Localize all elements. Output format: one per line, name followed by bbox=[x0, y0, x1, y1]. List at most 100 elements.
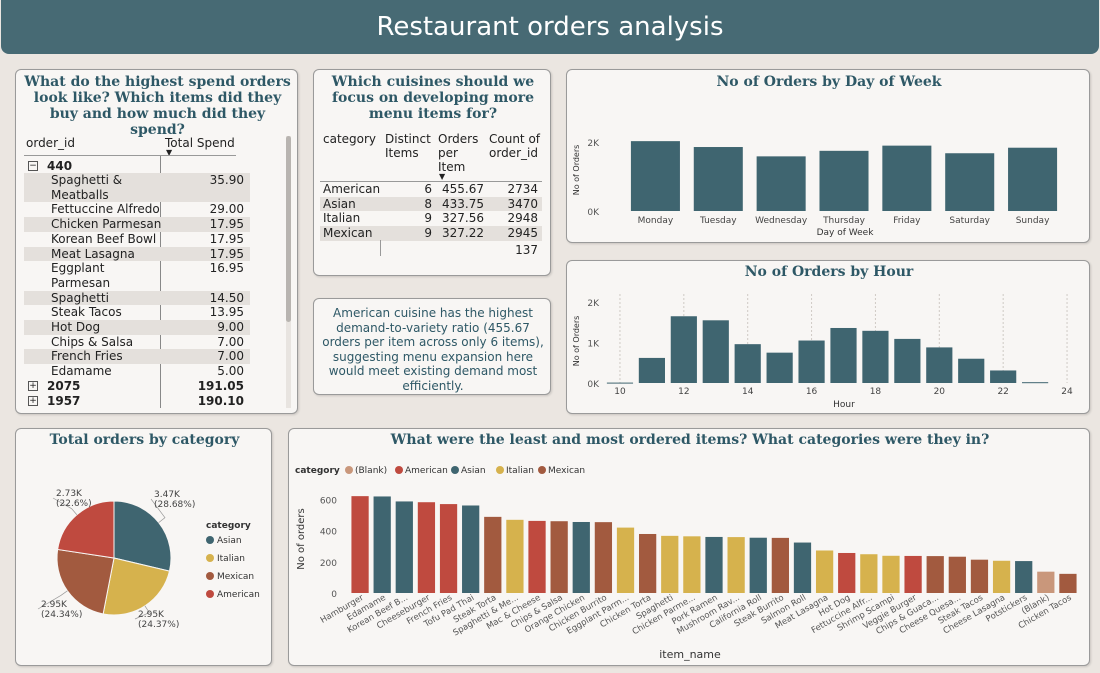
table-row: Korean Beef Bowl 17.95 bbox=[24, 232, 250, 247]
bar-item bbox=[661, 535, 679, 593]
bar-saturday bbox=[945, 153, 995, 211]
bar-item bbox=[970, 559, 989, 593]
legend-label: Italian bbox=[217, 554, 245, 564]
y-tick-label: 0 bbox=[331, 590, 337, 600]
table-row: Spaghetti & Meatballs 35.90 bbox=[24, 173, 250, 203]
bar-item bbox=[882, 555, 900, 593]
y-tick-label: 1K bbox=[587, 340, 600, 350]
x-tick-label: 16 bbox=[806, 387, 818, 397]
cell-orders-per-item: 455.67 bbox=[442, 182, 484, 196]
column-header-orders-per-item[interactable]: Orders per Item bbox=[438, 132, 479, 174]
bar-item bbox=[926, 556, 944, 593]
x-tick-label: Thursday bbox=[822, 216, 866, 226]
bar-hour-16 bbox=[798, 340, 825, 383]
cell-count: 2948 bbox=[507, 211, 538, 226]
legend-swatch bbox=[496, 466, 504, 474]
column-header-order-id[interactable]: order_id bbox=[26, 136, 75, 150]
item-name-line: Eggplant bbox=[51, 261, 105, 276]
y-tick-label: 200 bbox=[320, 559, 337, 569]
bar-item bbox=[639, 533, 657, 593]
column-header-count[interactable]: Count of order_id bbox=[489, 132, 541, 160]
column-header-distinct-items[interactable]: Distinct Items bbox=[385, 132, 431, 160]
legend-swatch bbox=[395, 466, 403, 474]
bar-monday bbox=[630, 141, 680, 211]
item-name: Hot Dog bbox=[51, 320, 101, 334]
hour-chart-card: No of Orders by Hour 0K 1K 2K 10 12 14 16 18 20 2… bbox=[566, 260, 1090, 414]
category-pie-card: Total orders by category 3.47K (28.68%) 2.… bbox=[15, 428, 272, 666]
table-row: French Fries 7.00 bbox=[24, 349, 250, 365]
legend-label: Mexican bbox=[217, 572, 254, 582]
table-row: Eggplant Parmesan 16.95 bbox=[24, 261, 250, 290]
items-chart-card: What were the least and most ordered ite… bbox=[288, 428, 1090, 666]
item-name: Meat Lasagna bbox=[51, 246, 135, 261]
y-axis-label: No of orders bbox=[296, 508, 307, 569]
item-spend: 17.95 bbox=[209, 246, 244, 261]
table-row: Mexican 9 327.22 2945 bbox=[320, 226, 542, 241]
item-spend: 17.95 bbox=[209, 217, 244, 232]
legend-label: (Blank) bbox=[355, 466, 387, 476]
insight-text: American cuisine has the highest demand-… bbox=[322, 306, 544, 393]
scrollbar-thumb[interactable] bbox=[286, 136, 291, 322]
legend-swatch bbox=[345, 466, 353, 474]
slice-mexican bbox=[56, 548, 115, 615]
spend-table-title: What do the highest spend orders look li… bbox=[24, 74, 291, 138]
sort-desc-icon: ▼ bbox=[439, 172, 446, 181]
x-axis-label: item_name bbox=[659, 648, 721, 661]
spend-table-card: What do the highest spend orders look li… bbox=[15, 69, 298, 414]
column-header-total-spend[interactable]: Total Spend bbox=[165, 136, 235, 150]
bar-item bbox=[373, 496, 391, 593]
item-name: Chicken Parmesan bbox=[51, 217, 162, 232]
bar-thursday bbox=[819, 150, 869, 211]
bar-item bbox=[351, 496, 369, 593]
cell-distinct: 9 bbox=[424, 226, 432, 241]
bar-item bbox=[395, 501, 413, 593]
legend-label: American bbox=[405, 466, 448, 476]
bar-hour-21 bbox=[958, 358, 985, 383]
y-tick-label: 2K bbox=[587, 139, 600, 149]
bar-hour-23 bbox=[1022, 382, 1049, 384]
order-id: 2075 bbox=[47, 379, 81, 394]
legend-label: Italian bbox=[506, 466, 534, 476]
slice-leader-line bbox=[150, 498, 166, 523]
order-group-row[interactable]: +2075 191.05 bbox=[24, 379, 250, 394]
order-group-row[interactable]: −440 bbox=[24, 158, 250, 173]
x-axis-label: Hour bbox=[833, 400, 855, 410]
x-tick-label: 18 bbox=[870, 387, 882, 397]
x-tick-label: Wednesday bbox=[755, 216, 808, 226]
bar-hour-17 bbox=[830, 327, 857, 383]
expand-icon[interactable]: + bbox=[28, 381, 38, 392]
table-row: Hot Dog 9.00 bbox=[24, 320, 250, 335]
total-divider bbox=[380, 240, 381, 256]
bar-hour-20 bbox=[926, 347, 953, 383]
order-group-row[interactable]: +1957 190.10 bbox=[24, 394, 250, 409]
y-tick-label: 0K bbox=[587, 208, 600, 218]
slice-italian bbox=[102, 557, 171, 616]
bar-hour-12 bbox=[670, 316, 697, 383]
bar-item bbox=[904, 555, 922, 593]
insight-card: American cuisine has the highest demand-… bbox=[313, 298, 551, 395]
cell-category: American bbox=[323, 182, 381, 196]
cuisine-table-title: Which cuisines should we focus on develo… bbox=[331, 74, 535, 122]
bar-item bbox=[506, 519, 524, 593]
cell-category: Italian bbox=[323, 211, 361, 226]
legend-swatch bbox=[206, 590, 214, 598]
y-tick-label: 400 bbox=[320, 528, 337, 538]
cell-count: 3470 bbox=[507, 196, 538, 211]
x-tick-label: Friday bbox=[893, 216, 921, 226]
y-tick-label: 0K bbox=[587, 380, 600, 390]
slice-percent-label: (24.37%) bbox=[138, 620, 179, 630]
order-total: 191.05 bbox=[197, 379, 244, 394]
bar-hour-19 bbox=[894, 338, 921, 383]
bar-item bbox=[550, 521, 568, 593]
slice-value-label: 3.47K bbox=[154, 490, 181, 500]
expand-icon[interactable]: + bbox=[28, 396, 38, 407]
bar-hour-18 bbox=[862, 330, 889, 383]
table-row: Chicken Parmesan 17.95 bbox=[24, 217, 250, 232]
cell-category: Mexican bbox=[323, 226, 373, 241]
table-row: Asian 8 433.75 3470 bbox=[320, 196, 542, 212]
cuisine-table-card: Which cuisines should we focus on develo… bbox=[313, 69, 551, 276]
collapse-icon[interactable]: − bbox=[28, 160, 38, 171]
column-header-category[interactable]: category bbox=[323, 132, 377, 146]
item-spend: 35.90 bbox=[209, 173, 244, 187]
legend-swatch bbox=[206, 536, 214, 544]
